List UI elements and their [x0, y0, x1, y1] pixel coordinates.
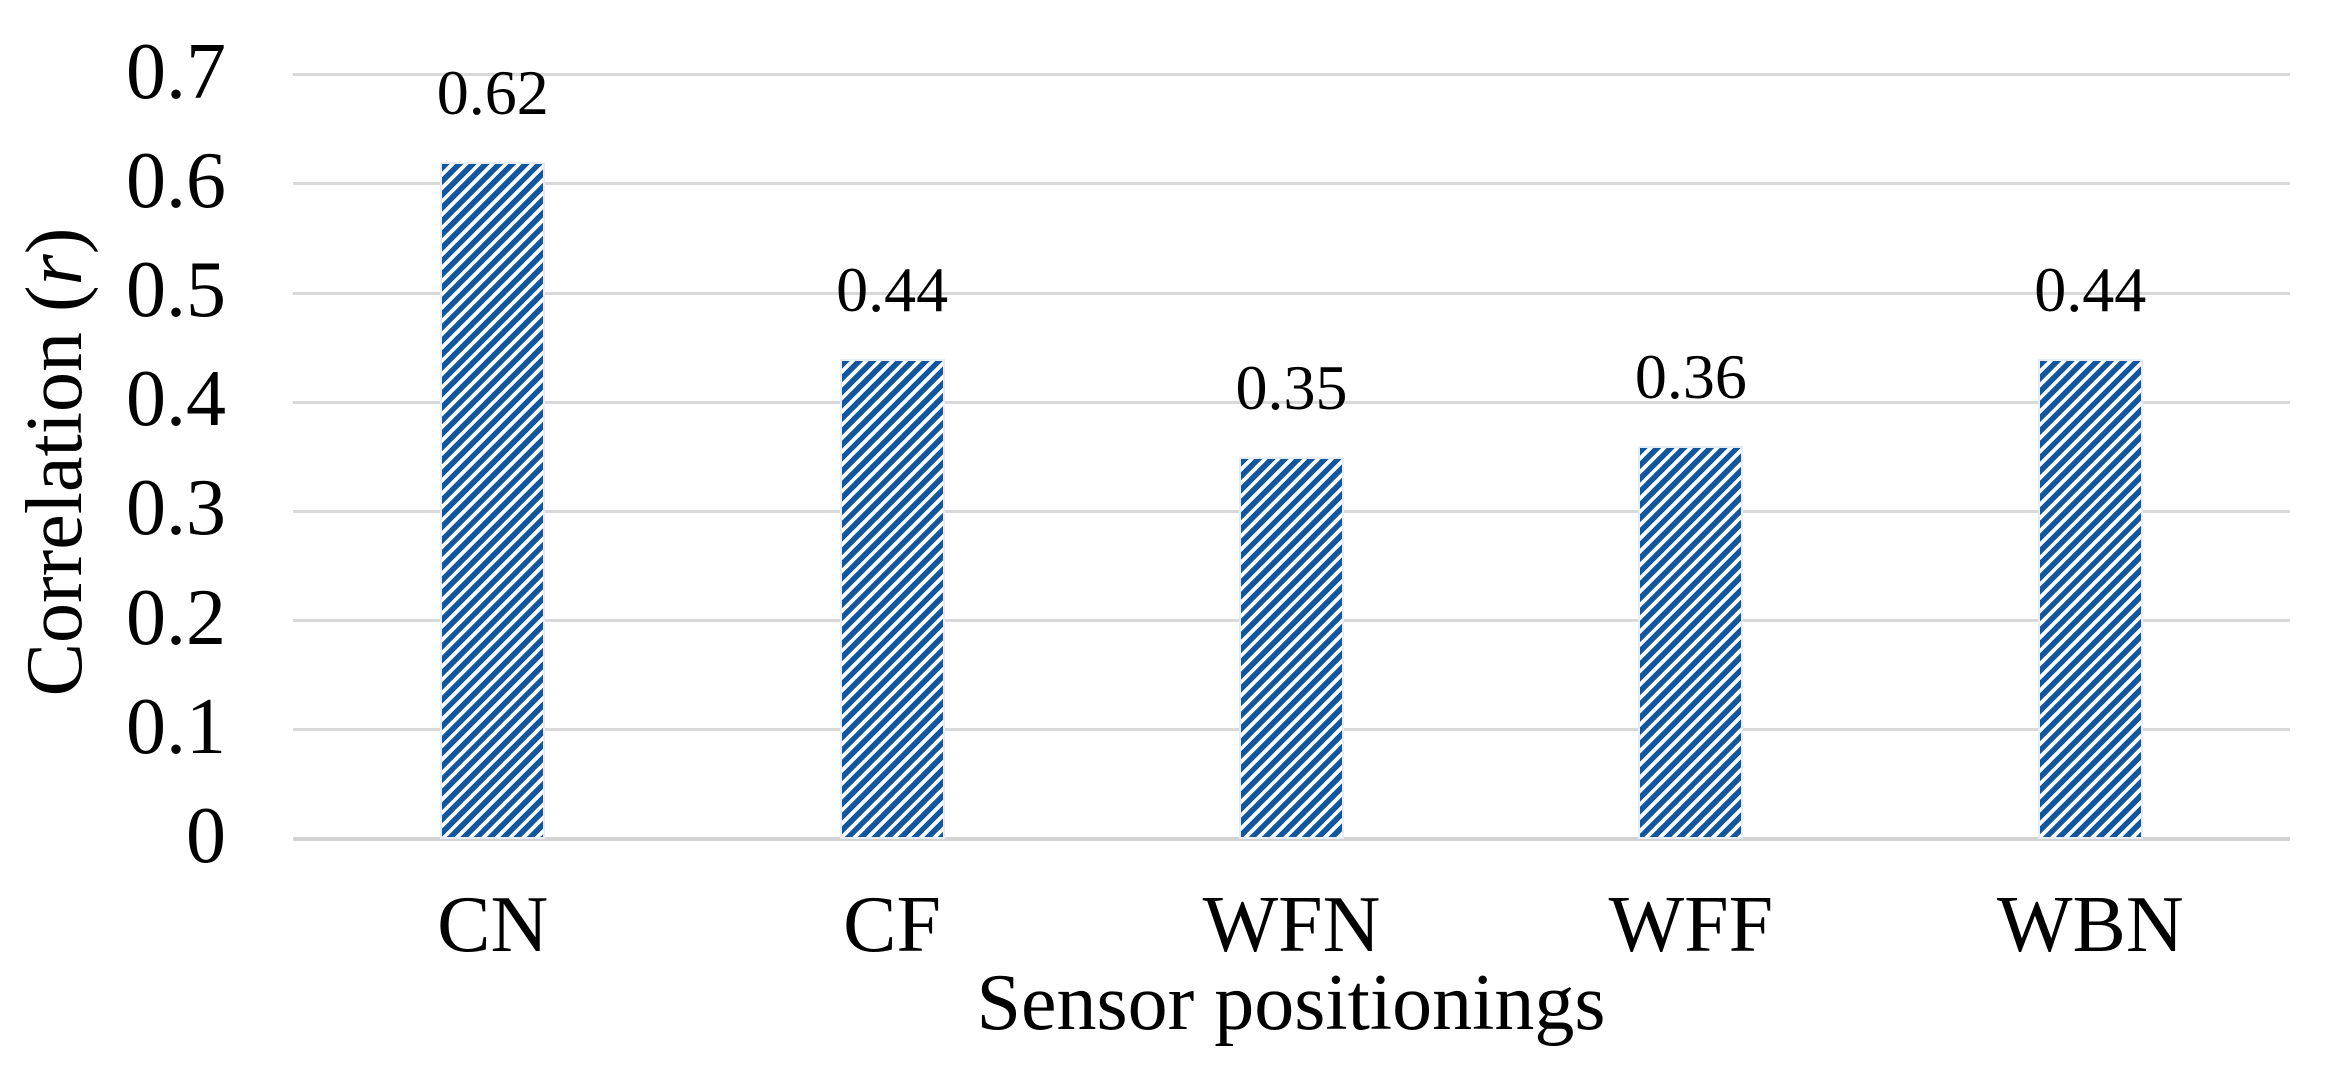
bar-CN: [440, 161, 546, 839]
category-label-WFF: WFF: [1608, 881, 1774, 969]
bar-WBN: [2037, 358, 2143, 839]
bar-CF: [839, 358, 945, 839]
y-tick-label: 0.6: [126, 136, 226, 225]
category-label-WFN: WFN: [1202, 881, 1381, 969]
y-tick-label: 0.3: [126, 464, 226, 553]
gridline: [293, 400, 2290, 404]
y-tick-label: 0.4: [126, 355, 226, 444]
category-label-WBN: WBN: [1996, 881, 2184, 969]
gridline: [293, 73, 2290, 77]
y-tick-label: 0.7: [126, 27, 226, 116]
category-label-CF: CF: [843, 881, 942, 969]
y-tick-label: 0: [186, 792, 226, 880]
y-tick-label: 0.5: [126, 246, 226, 334]
bar-value-label: 0.35: [1235, 351, 1348, 423]
bar-WFN: [1239, 456, 1344, 839]
bar-value-label: 0.62: [436, 56, 549, 128]
gridline: [293, 291, 2290, 295]
x-axis-title: Sensor positionings: [976, 959, 1606, 1047]
y-tick-label: 0.2: [126, 573, 226, 662]
category-label-CN: CN: [437, 881, 549, 969]
x-axis-line: [293, 837, 2290, 841]
y-tick-label: 0.1: [126, 682, 226, 771]
bar-value-label: 0.36: [1634, 340, 1747, 412]
gridline: [293, 182, 2290, 186]
bar-WFF: [1638, 445, 1744, 839]
bar-value-label: 0.44: [836, 253, 949, 325]
bar-value-label: 0.44: [2034, 253, 2147, 325]
